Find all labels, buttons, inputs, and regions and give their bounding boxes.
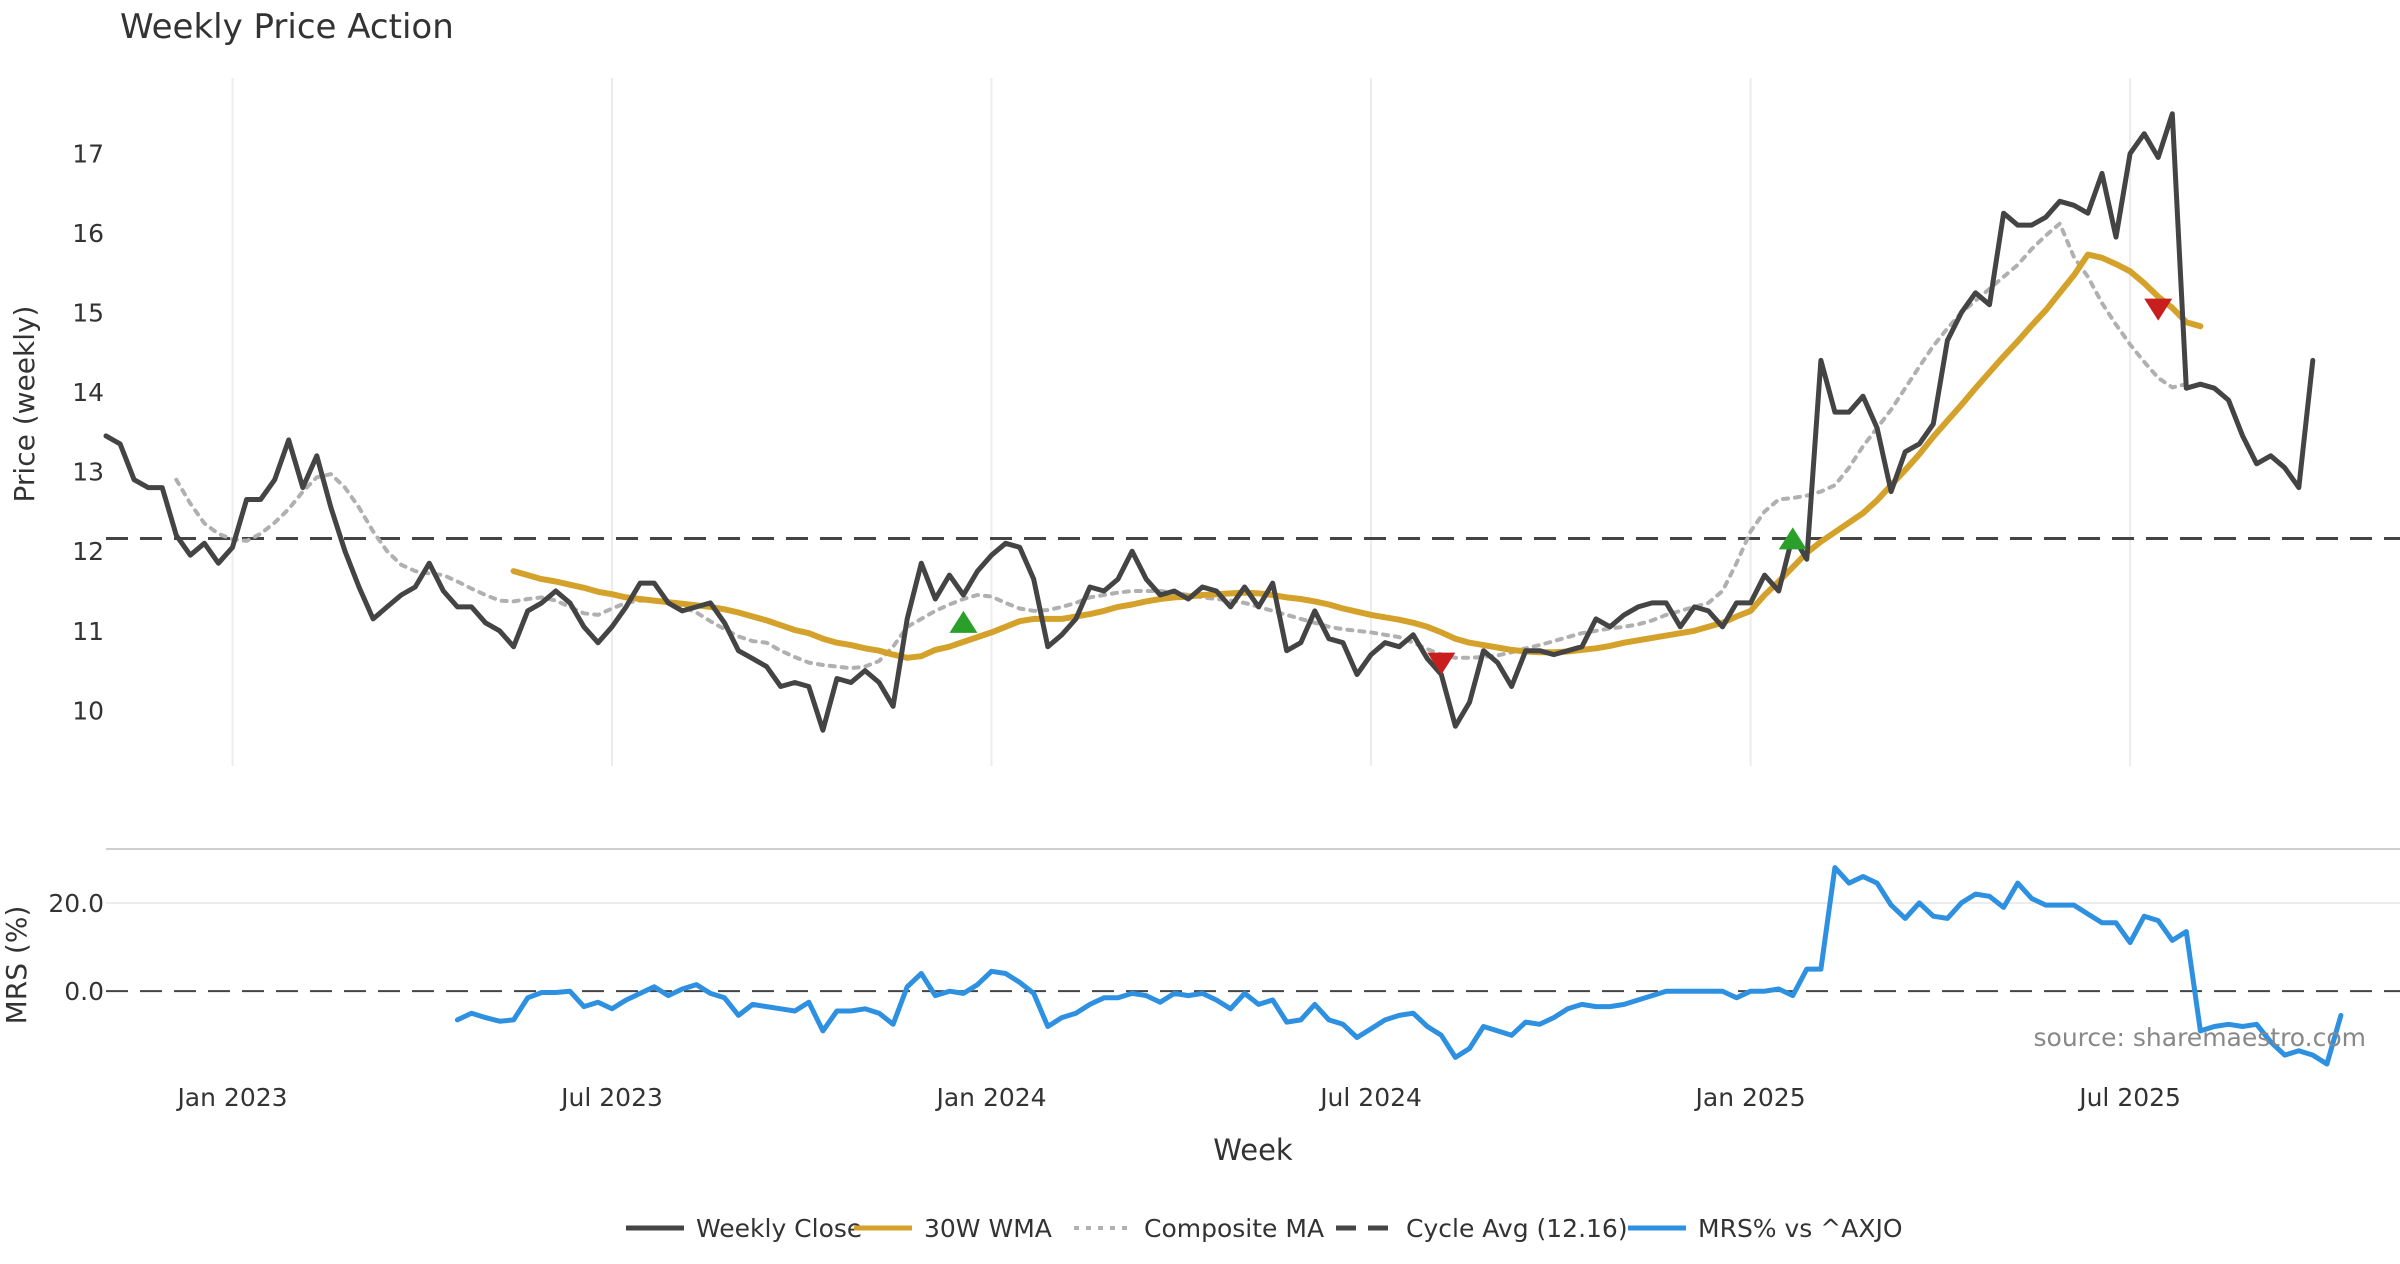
price-y-tick-label: 13 — [72, 458, 104, 487]
legend-item: Weekly Close — [626, 1214, 862, 1243]
mrs-line — [454, 865, 2344, 1067]
legend-label: Weekly Close — [696, 1214, 862, 1243]
price-y-tick-label: 10 — [72, 696, 104, 725]
x-tick-label: Jul 2024 — [1318, 1083, 1422, 1112]
wma-30w-line — [510, 251, 2204, 661]
price-y-axis: 10 11 12 13 14 15 16 17 — [72, 140, 104, 726]
mrs-series-group — [454, 865, 2344, 1067]
legend-item: Cycle Avg (12.16) — [1336, 1214, 1628, 1243]
buy-signal-marker — [949, 610, 978, 633]
legend-label: Composite MA — [1144, 1214, 1324, 1243]
price-y-label: Price (weekly) — [8, 306, 41, 503]
mrs-y-tick-label: 20.0 — [48, 889, 104, 918]
legend-label: 30W WMA — [924, 1214, 1052, 1243]
price-y-tick-label: 16 — [72, 219, 104, 248]
legend-item: MRS% vs ^AXJO — [1628, 1214, 1903, 1243]
composite-ma-line — [174, 221, 2189, 671]
mrs-y-tick-label: 0.0 — [64, 977, 104, 1006]
legend-item: 30W WMA — [854, 1214, 1052, 1243]
buy-signal-marker — [1778, 527, 1807, 550]
x-tick-label: Jul 2025 — [2077, 1083, 2181, 1112]
signal-markers — [949, 298, 2173, 675]
x-axis-label: Week — [1213, 1133, 1293, 1167]
price-y-tick-label: 11 — [72, 617, 104, 646]
price-y-tick-label: 14 — [72, 378, 104, 407]
legend-item: Composite MA — [1074, 1214, 1324, 1243]
x-tick-label: Jan 2023 — [175, 1083, 287, 1112]
legend: Weekly Close 30W WMA Composite MA Cycle Avg… — [626, 1214, 1903, 1243]
mrs-y-label: MRS (%) — [0, 906, 33, 1025]
price-series-group — [103, 111, 2316, 733]
x-tick-label: Jan 2025 — [1694, 1083, 1806, 1112]
legend-label: Cycle Avg (12.16) — [1406, 1214, 1628, 1243]
legend-label: MRS% vs ^AXJO — [1698, 1214, 1903, 1243]
price-y-tick-label: 15 — [72, 299, 104, 328]
sell-signal-marker — [2144, 298, 2173, 321]
source-note: source: sharemaestro.com — [2034, 1023, 2367, 1052]
price-y-tick-label: 12 — [72, 537, 104, 566]
mrs-y-axis: 0.0 20.0 — [48, 889, 104, 1006]
sell-signal-marker — [1427, 652, 1456, 675]
weekly-close-line — [103, 111, 2316, 733]
price-grid — [231, 78, 2132, 766]
x-tick-label: Jul 2023 — [559, 1083, 663, 1112]
chart-title: Weekly Price Action — [120, 7, 454, 47]
x-tick-label: Jan 2024 — [934, 1083, 1046, 1112]
price-y-tick-label: 17 — [72, 140, 104, 169]
x-axis-ticks: Jan 2023 Jul 2023 Jan 2024 Jul 2024 Jan 2025… — [175, 1083, 2181, 1112]
